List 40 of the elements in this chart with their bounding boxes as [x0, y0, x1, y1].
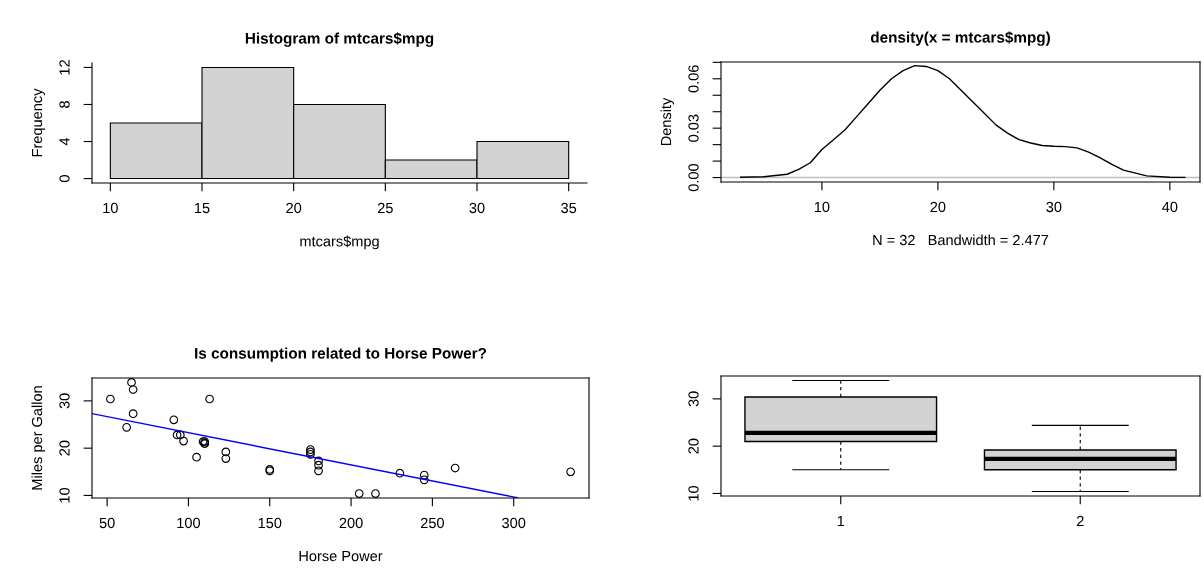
y-tick-label: 8: [59, 101, 70, 108]
x-axis-title: N = 32 Bandwidth = 2.477: [873, 234, 1049, 246]
y-tick-label: 30: [59, 393, 70, 409]
x-tick-label: 1: [837, 515, 845, 527]
x-axis-title: mtcars$mpg: [300, 235, 379, 250]
y-tick-label: 0.06: [688, 65, 699, 93]
y-tick-label: 20: [59, 440, 70, 456]
y-tick-label: 30: [688, 391, 699, 407]
y-tick-label: 10: [59, 487, 70, 503]
y-tick-label: 0: [59, 175, 70, 183]
y-tick-label: 12: [59, 60, 70, 75]
x-tick-label: 10: [814, 201, 830, 213]
x-tick-label: 100: [177, 517, 201, 529]
x-tick-label: 150: [258, 517, 282, 529]
y-tick-label: 20: [688, 438, 699, 454]
x-tick-label: 20: [930, 201, 946, 213]
y-tick-label: 0.00: [688, 163, 699, 192]
chart-title: Is consumption related to Horse Power?: [195, 347, 487, 362]
x-tick-label: 10: [103, 202, 118, 214]
x-tick-label: 200: [339, 517, 363, 529]
x-axis-title: Horse Power: [299, 551, 383, 562]
x-tick-label: 250: [420, 517, 444, 529]
x-tick-label: 35: [561, 202, 577, 214]
x-tick-label: 300: [502, 517, 526, 529]
y-tick-label: 0.03: [688, 114, 699, 142]
y-axis-title: Frequency: [32, 88, 46, 157]
y-axis-title: Miles per Gallon: [31, 386, 46, 490]
x-tick-label: 30: [469, 202, 485, 214]
chart-title: Histogram of mtcars$mpg: [245, 32, 434, 47]
y-tick-label: 10: [688, 485, 699, 501]
x-tick-label: 15: [195, 202, 210, 214]
x-tick-label: 40: [1162, 201, 1178, 213]
x-tick-label: 30: [1046, 201, 1062, 213]
x-tick-label: 20: [286, 202, 302, 214]
x-tick-label: 50: [99, 517, 115, 529]
chart-title: density(x = mtcars$mpg): [870, 31, 1050, 46]
y-axis-title: Density: [660, 97, 675, 146]
x-tick-label: 25: [377, 202, 393, 214]
y-tick-label: 4: [59, 137, 70, 146]
x-tick-label: 2: [1076, 515, 1084, 527]
